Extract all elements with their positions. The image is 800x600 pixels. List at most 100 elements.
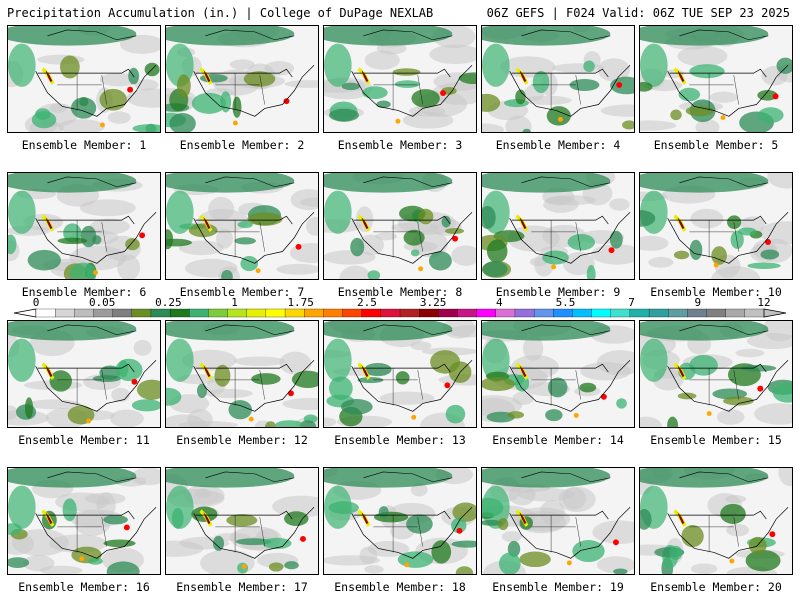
us-canada-border — [37, 215, 135, 225]
light-precip-area — [364, 565, 384, 574]
precip-area — [8, 523, 22, 535]
precip-map — [165, 320, 319, 428]
light-precip-area — [111, 387, 130, 403]
precip-area — [226, 514, 258, 527]
precip-area — [497, 518, 509, 531]
precip-area — [410, 249, 420, 257]
arctic-coastline — [363, 176, 453, 188]
colorbar-swatch — [514, 308, 535, 318]
precip-area-west — [8, 485, 36, 529]
precip-area-north — [8, 468, 137, 488]
precip-map — [7, 467, 161, 575]
tropical-precip-spot — [123, 524, 130, 531]
ensemble-member-panel: Ensemble Member: 6 — [6, 172, 162, 302]
ensemble-member-label: Ensemble Member: 9 — [495, 285, 621, 299]
state-borders — [689, 515, 739, 553]
precip-area-west — [324, 338, 352, 382]
light-precip-area — [482, 395, 523, 416]
precip-area — [103, 539, 136, 548]
light-precip-area — [49, 103, 67, 113]
colorbar-swatch — [55, 308, 75, 318]
light-precip-area — [725, 494, 747, 504]
precip-area — [395, 371, 410, 385]
precip-map-graphic — [8, 468, 160, 574]
light-precip-area — [518, 487, 575, 502]
arctic-coastline — [679, 176, 769, 188]
precip-area — [586, 264, 596, 279]
precip-area — [640, 210, 656, 227]
precip-area — [711, 246, 727, 265]
coastline — [193, 507, 315, 559]
precip-area — [24, 397, 34, 419]
arctic-coastline — [521, 176, 611, 188]
tropical-precip-spot — [93, 270, 99, 275]
ensemble-member-panel: Ensemble Member: 13 — [322, 320, 478, 450]
colorbar-swatch — [629, 308, 650, 318]
us-canada-border — [195, 68, 293, 78]
light-precip-area — [229, 59, 255, 70]
ensemble-member-panel: Ensemble Member: 1 — [6, 25, 162, 155]
precip-area — [532, 70, 550, 94]
light-precip-area — [451, 245, 476, 266]
precip-map-graphic — [324, 321, 476, 427]
precip-map — [165, 172, 319, 280]
precip-area — [329, 376, 353, 401]
precip-area — [444, 228, 465, 234]
precip-area-north — [482, 173, 611, 193]
precip-area — [392, 68, 421, 76]
precip-area-north — [324, 26, 453, 46]
light-precip-area — [523, 335, 544, 361]
precip-area-north — [640, 26, 769, 46]
precip-area — [69, 262, 97, 279]
light-precip-area — [408, 105, 446, 117]
precip-map — [323, 25, 477, 133]
arctic-coastline — [47, 471, 137, 483]
ensemble-member-panel: Ensemble Member: 19 — [480, 467, 636, 597]
precip-area — [546, 106, 571, 126]
precip-area-west — [166, 190, 194, 234]
light-precip-area — [758, 221, 792, 245]
precip-area-north — [640, 321, 769, 341]
colorbar-tick-label: 12 — [757, 296, 770, 309]
colorbar-min-arrow — [13, 308, 37, 318]
tropical-precip-spot — [300, 536, 306, 542]
precip-area-north — [324, 468, 453, 488]
tropical-precip-spot — [86, 418, 92, 424]
ensemble-member-label: Ensemble Member: 17 — [176, 580, 308, 594]
precip-area — [240, 256, 258, 272]
light-precip-area — [726, 523, 750, 537]
colorbar-swatch — [399, 308, 420, 318]
colorbar-swatch — [687, 308, 707, 318]
light-precip-area — [216, 228, 234, 249]
us-canada-border — [669, 68, 767, 78]
precip-area-north — [324, 321, 453, 341]
precip-area-north — [166, 468, 295, 488]
state-borders — [689, 220, 739, 258]
colorbar-swatch — [610, 308, 631, 318]
tropical-precip-spot — [456, 527, 463, 534]
precip-area — [616, 398, 627, 409]
precip-area — [545, 409, 563, 422]
colorbar-swatch — [227, 308, 248, 318]
tropical-precip-spot — [232, 120, 238, 126]
ensemble-member-label: Ensemble Member: 18 — [334, 580, 466, 594]
precip-area — [669, 545, 683, 561]
precip-area — [118, 360, 129, 378]
precip-area — [482, 93, 501, 112]
colorbar-swatch — [323, 308, 343, 318]
coastline — [667, 360, 789, 412]
state-borders — [57, 220, 107, 258]
state-borders — [373, 220, 423, 258]
precip-area — [87, 557, 103, 565]
ensemble-member-label: Ensemble Member: 16 — [18, 580, 150, 594]
light-precip-area — [126, 88, 160, 108]
light-precip-area — [410, 341, 432, 351]
colorbar-tick-label: 5.5 — [556, 296, 576, 309]
tropical-precip-spot — [558, 116, 563, 122]
tropical-precip-spot — [608, 247, 615, 254]
precip-area — [452, 502, 476, 522]
ensemble-member-label: Ensemble Member: 15 — [650, 433, 782, 447]
light-precip-area — [339, 265, 372, 279]
us-canada-border — [37, 68, 135, 78]
precip-area — [720, 503, 746, 524]
